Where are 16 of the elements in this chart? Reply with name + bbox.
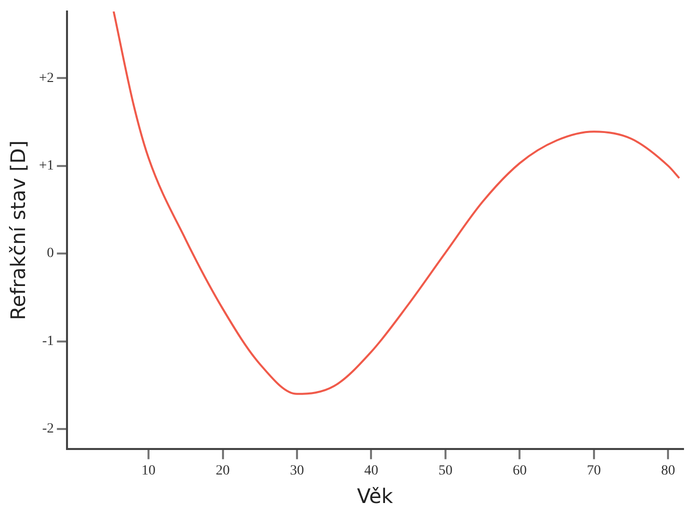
x-tick-label: 80 — [661, 463, 676, 478]
x-tick-label: 30 — [290, 463, 304, 478]
x-tick-label: 60 — [512, 463, 527, 478]
y-tick-label: +2 — [38, 70, 54, 86]
x-axis-title: Věk — [356, 484, 394, 508]
x-tick-label: 40 — [364, 463, 378, 478]
y-tick-label: -1 — [42, 334, 54, 349]
y-axis-title: Refrakční stav [D] — [6, 140, 30, 320]
y-tick-label: +1 — [38, 158, 54, 174]
line-series — [112, 11, 680, 395]
x-tick-label: 10 — [142, 463, 156, 478]
x-tick-label: 20 — [216, 463, 230, 478]
x-tick-label: 70 — [586, 463, 601, 478]
x-tick-label: 50 — [438, 463, 452, 478]
y-tick-label: 0 — [46, 246, 54, 262]
y-tick-label: -2 — [42, 422, 54, 437]
